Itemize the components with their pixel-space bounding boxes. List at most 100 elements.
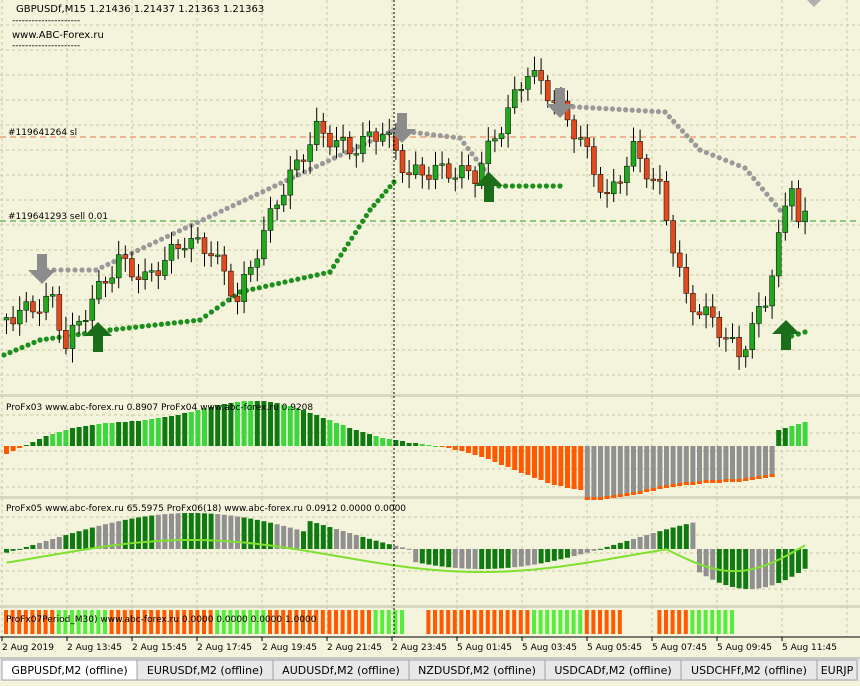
oscillator-bar (380, 438, 386, 446)
trail-dot (278, 180, 284, 186)
trail-dot (325, 158, 332, 164)
candle-body (162, 260, 168, 276)
oscillator-bar (512, 446, 518, 470)
candle-body (36, 311, 43, 314)
oscillator-bar (10, 446, 16, 451)
candle-body (445, 163, 452, 179)
oscillator-bar (466, 446, 471, 453)
trail-dot (367, 138, 373, 144)
period-bar (287, 610, 292, 634)
trail-dot (153, 239, 159, 245)
time-axis-label: 2 Aug 13:45 (67, 643, 122, 653)
period-bar (380, 610, 385, 634)
trail-dot (141, 245, 147, 251)
candle-body (492, 138, 498, 142)
oscillator-bar (479, 446, 485, 457)
chart-shift-icon[interactable] (807, 0, 821, 7)
trail-dot (171, 320, 177, 326)
oscillator2-bar (63, 535, 69, 549)
trail-dot (319, 161, 326, 167)
stop-loss-label: #119641264 sl (8, 128, 77, 138)
candle-body (274, 204, 280, 209)
oscillator-bar (683, 446, 689, 485)
oscillator2-bar (558, 549, 564, 560)
oscillator-bar (703, 446, 709, 483)
panel-separator[interactable] (0, 394, 860, 397)
oscillator2-bar (23, 546, 29, 549)
trail-dot (337, 152, 343, 158)
trail-dot (135, 247, 141, 253)
trail-dot (742, 165, 748, 171)
trail-dot (58, 267, 64, 273)
oscillator-bar (578, 446, 584, 490)
symbol-tab-label: NZDUSDf,M2 (offline) (418, 664, 536, 677)
period-bar (492, 610, 497, 634)
symbol-tab-label: USDCHFf,M2 (offline) (691, 664, 807, 677)
trail-dot (338, 252, 344, 258)
oscillator2-bar (320, 525, 326, 549)
trail-dot (465, 145, 471, 152)
oscillator-bar-tip (677, 483, 683, 486)
oscillator2-bar (466, 549, 471, 569)
oscillator-bar (637, 446, 643, 494)
trail-dot (516, 183, 522, 189)
oscillator-bar (558, 446, 564, 486)
period-bar (208, 610, 213, 634)
trail-dot (735, 162, 742, 169)
time-axis-label: 2 Aug 23:45 (392, 643, 447, 653)
oscillator2-bar (307, 521, 313, 549)
trail-dot (755, 181, 761, 187)
oscillator2-bar (723, 549, 729, 586)
trail-dot (345, 241, 351, 247)
candle-body (709, 306, 716, 318)
period-bar (558, 610, 563, 634)
candle-body (333, 140, 340, 148)
time-axis-label: 5 Aug 11:45 (782, 643, 837, 653)
trail-dot (341, 246, 348, 253)
trail-dot (50, 335, 56, 341)
time-axis-label: 2 Aug 2019 (2, 643, 54, 653)
oscillator-bar (235, 402, 240, 446)
oscillator-bar (690, 446, 696, 485)
candle-body (89, 298, 96, 321)
candle-body (327, 133, 333, 148)
oscillator2-bar (202, 513, 207, 549)
trail-dot (666, 114, 672, 120)
trail-dot (218, 208, 224, 214)
oscillator-bar (710, 446, 716, 483)
candle-body (366, 131, 373, 137)
panel-separator[interactable] (0, 496, 860, 499)
sell-arrow-icon (546, 88, 574, 118)
oscillator-bar (301, 410, 306, 446)
candle-body (228, 270, 234, 297)
trail-dot (375, 198, 381, 204)
period-bar (670, 610, 675, 634)
oscillator-bar (103, 423, 108, 446)
oscillator2-bar (294, 529, 300, 549)
period-bar (96, 610, 101, 634)
oscillator2-bar (122, 519, 128, 549)
candle-body (775, 232, 782, 277)
trail-dot (194, 219, 200, 225)
oscillator-bar (175, 415, 181, 446)
panel-separator[interactable] (0, 605, 860, 608)
symbol-tab[interactable] (816, 659, 858, 681)
trail-dot (256, 285, 262, 291)
oscillator-bar-tip (604, 496, 610, 499)
candle-body (148, 270, 155, 273)
trail-dot (356, 224, 362, 230)
oscillator-bar (782, 428, 788, 446)
oscillator2-bar (532, 549, 537, 565)
oscillator-bar (406, 443, 412, 446)
oscillator-bar-tip (644, 489, 650, 492)
trail-dot (349, 235, 355, 241)
trail-dot (200, 217, 206, 223)
trail-dot (19, 344, 25, 351)
period-bar (274, 610, 279, 634)
oscillator2-bar (485, 549, 491, 569)
oscillator-bar (254, 401, 260, 446)
period-bar (109, 610, 114, 634)
period-bar (195, 610, 200, 634)
